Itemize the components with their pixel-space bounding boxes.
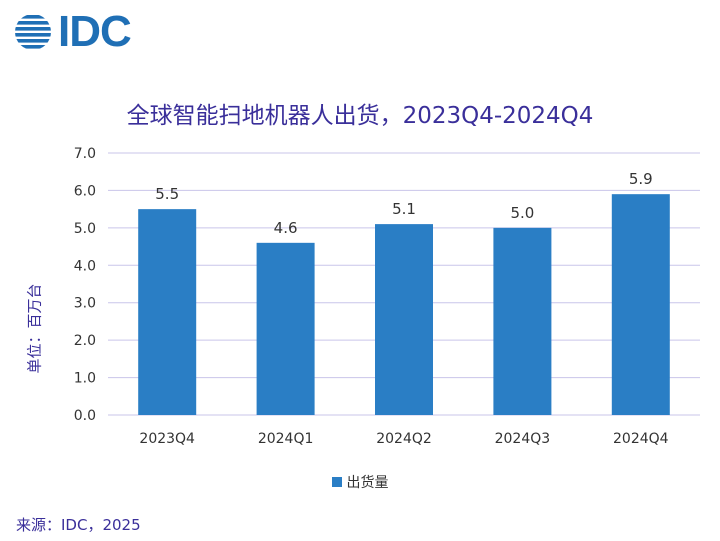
- bar: [611, 194, 670, 415]
- legend-swatch: [331, 477, 342, 487]
- bar: [375, 224, 433, 415]
- y-tick-label: 1.0: [74, 371, 96, 387]
- bar-chart: 0.0 1.0 2.0 3.0 4.0 5.0 6.0 7.0 5.5 2023Q4 4.6 2024…: [74, 146, 700, 447]
- y-tick-label: 3.0: [74, 296, 96, 312]
- y-tick-label: 4.0: [74, 258, 96, 274]
- logo-text: IDC: [58, 7, 132, 56]
- data-label: 5.0: [510, 204, 534, 222]
- bar: [138, 209, 197, 415]
- y-tick-label: 7.0: [74, 146, 96, 162]
- bar: [256, 242, 315, 415]
- data-label: 5.1: [392, 200, 416, 218]
- globe-icon: [15, 15, 51, 49]
- data-label: 4.6: [274, 219, 298, 237]
- y-tick-label: 5.0: [74, 221, 96, 237]
- legend: 出货量: [0, 472, 720, 492]
- x-tick-label: 2023Q4: [139, 431, 195, 447]
- y-tick-label: 2.0: [74, 333, 96, 349]
- y-tick-label: 0.0: [74, 408, 96, 424]
- data-label: 5.5: [155, 185, 179, 203]
- x-tick-label: 2024Q1: [258, 431, 314, 447]
- x-tick-label: 2024Q3: [495, 431, 551, 447]
- idc-logo: IDC: [14, 7, 132, 56]
- source-note: 来源：IDC，2025: [16, 516, 141, 534]
- legend-label: 出货量: [346, 475, 389, 491]
- data-label: 5.9: [629, 170, 653, 188]
- bar: [493, 227, 552, 415]
- x-tick-label: 2024Q4: [613, 431, 669, 447]
- x-tick-label: 2024Q2: [376, 431, 432, 447]
- y-tick-label: 6.0: [74, 183, 96, 199]
- chart-title: 全球智能扫地机器人出货，2023Q4-2024Q4: [126, 103, 594, 129]
